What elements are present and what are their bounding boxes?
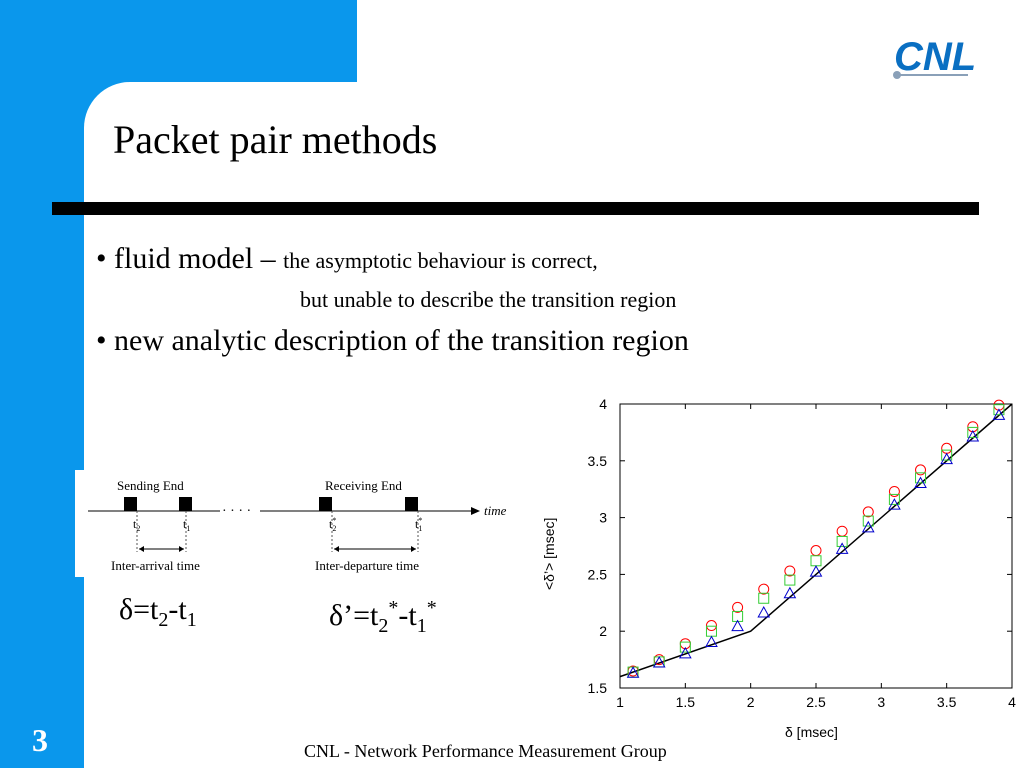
triangle-point bbox=[809, 565, 823, 577]
x-tick-label: 2 bbox=[747, 694, 755, 710]
circle-point bbox=[862, 506, 874, 518]
bullet-detail: the asymptotic behaviour is correct, bbox=[283, 248, 598, 273]
packet-t1-star bbox=[405, 497, 418, 511]
sending-end-label: Sending End bbox=[117, 478, 184, 493]
circle-point bbox=[836, 525, 848, 537]
circle-point bbox=[915, 464, 927, 476]
circle-point bbox=[810, 545, 822, 557]
t2-label: t2 bbox=[133, 517, 140, 533]
triangle-point bbox=[940, 452, 954, 465]
t1-label: t1 bbox=[183, 517, 190, 533]
title-rule bbox=[52, 202, 979, 215]
circle-point bbox=[705, 620, 717, 632]
square-point bbox=[679, 641, 691, 653]
square-point bbox=[784, 574, 796, 586]
x-axis-label: δ [msec] bbox=[785, 724, 838, 740]
packet-t1 bbox=[179, 497, 192, 511]
receiving-end-label: Receiving End bbox=[325, 478, 402, 493]
square-point bbox=[862, 515, 874, 527]
triangle-point bbox=[757, 605, 771, 618]
x-tick-label: 1 bbox=[616, 694, 624, 710]
packet-pair-diagram: Sending End Receiving End · · · · time t… bbox=[88, 478, 507, 573]
content-panel bbox=[84, 82, 1024, 768]
fluid-model-line bbox=[619, 403, 1013, 678]
square-point bbox=[836, 535, 848, 547]
triangle-point bbox=[992, 408, 1006, 420]
diagram-background bbox=[75, 470, 525, 577]
t1-star-label: t* 1 bbox=[415, 516, 422, 533]
triangle-point bbox=[626, 666, 640, 678]
triangle-point bbox=[652, 655, 666, 668]
square-point bbox=[967, 426, 979, 438]
span-arrow-icon bbox=[139, 546, 144, 552]
triangle-point bbox=[966, 429, 980, 442]
circle-point bbox=[888, 485, 900, 497]
circle-point bbox=[732, 601, 744, 613]
logo-dot-icon bbox=[893, 71, 901, 79]
y-tick-label: 4 bbox=[599, 396, 607, 412]
span-arrow-icon bbox=[411, 546, 416, 552]
triangle-point bbox=[678, 646, 692, 659]
triangle-point bbox=[835, 542, 849, 554]
time-label: time bbox=[484, 503, 507, 518]
packet-t2-star bbox=[319, 497, 332, 511]
square-point bbox=[705, 625, 717, 637]
square-point bbox=[915, 472, 927, 484]
cnl-logo: CNL bbox=[888, 22, 984, 88]
time-arrow-icon bbox=[471, 507, 480, 515]
bullet-continuation: but unable to describe the transition re… bbox=[300, 287, 677, 312]
y-axis-label: <δ’> [msec] bbox=[541, 518, 557, 590]
bullet-new-analytic: • new analytic description of the transi… bbox=[96, 324, 689, 357]
circle-point bbox=[784, 565, 796, 577]
span-arrow-icon bbox=[334, 546, 339, 552]
span-arrow-icon bbox=[179, 546, 184, 552]
y-tick-label: 2.5 bbox=[588, 566, 608, 582]
bullet-main: • fluid model – bbox=[96, 242, 284, 275]
y-tick-label: 1.5 bbox=[588, 680, 608, 696]
x-tick-label: 3 bbox=[877, 694, 885, 710]
circle-point bbox=[941, 442, 953, 454]
square-point bbox=[758, 592, 770, 604]
formula-delta: δ=t2-t1 bbox=[119, 593, 197, 631]
x-tick-label: 2.5 bbox=[806, 694, 826, 710]
square-point bbox=[810, 555, 822, 567]
t2-star-label: t* 2 bbox=[329, 516, 336, 533]
triangle-point bbox=[914, 476, 927, 489]
square-point bbox=[888, 493, 900, 505]
x-tick-label: 4 bbox=[1008, 694, 1016, 710]
square-point bbox=[941, 449, 953, 461]
triangle-point bbox=[731, 619, 744, 632]
bullet-fluid-model: • fluid model – the asymptotic behaviour… bbox=[96, 242, 598, 276]
circle-point bbox=[758, 583, 770, 595]
formula-delta-prime: δ’=t2*-t1* bbox=[329, 597, 437, 637]
packet-t2 bbox=[124, 497, 137, 511]
chart-marks: 1 1.5 2 2.5 3 3.5 4 1.5 2 2.5 3 3.5 4 bbox=[588, 396, 1017, 710]
logo-text: CNL bbox=[894, 35, 976, 79]
triangle-point bbox=[888, 498, 901, 510]
inter-arrival-label: Inter-arrival time bbox=[111, 558, 200, 573]
slide-title: Packet pair methods bbox=[113, 117, 438, 162]
triangle-point bbox=[861, 520, 875, 533]
x-tick-label: 1.5 bbox=[676, 694, 696, 710]
ellipsis-dots: · · · · bbox=[222, 504, 251, 519]
y-tick-label: 3 bbox=[599, 510, 607, 526]
y-tick-label: 3.5 bbox=[588, 453, 608, 469]
y-tick-label: 2 bbox=[599, 623, 607, 639]
inter-departure-label: Inter-departure time bbox=[315, 558, 419, 573]
square-point bbox=[993, 404, 1005, 416]
triangle-point bbox=[705, 635, 718, 648]
triangle-point bbox=[783, 586, 797, 599]
slide-number: 3 bbox=[32, 722, 48, 758]
x-tick-label: 3.5 bbox=[937, 694, 957, 710]
footer-text: CNL - Network Performance Measurement Gr… bbox=[304, 741, 667, 761]
